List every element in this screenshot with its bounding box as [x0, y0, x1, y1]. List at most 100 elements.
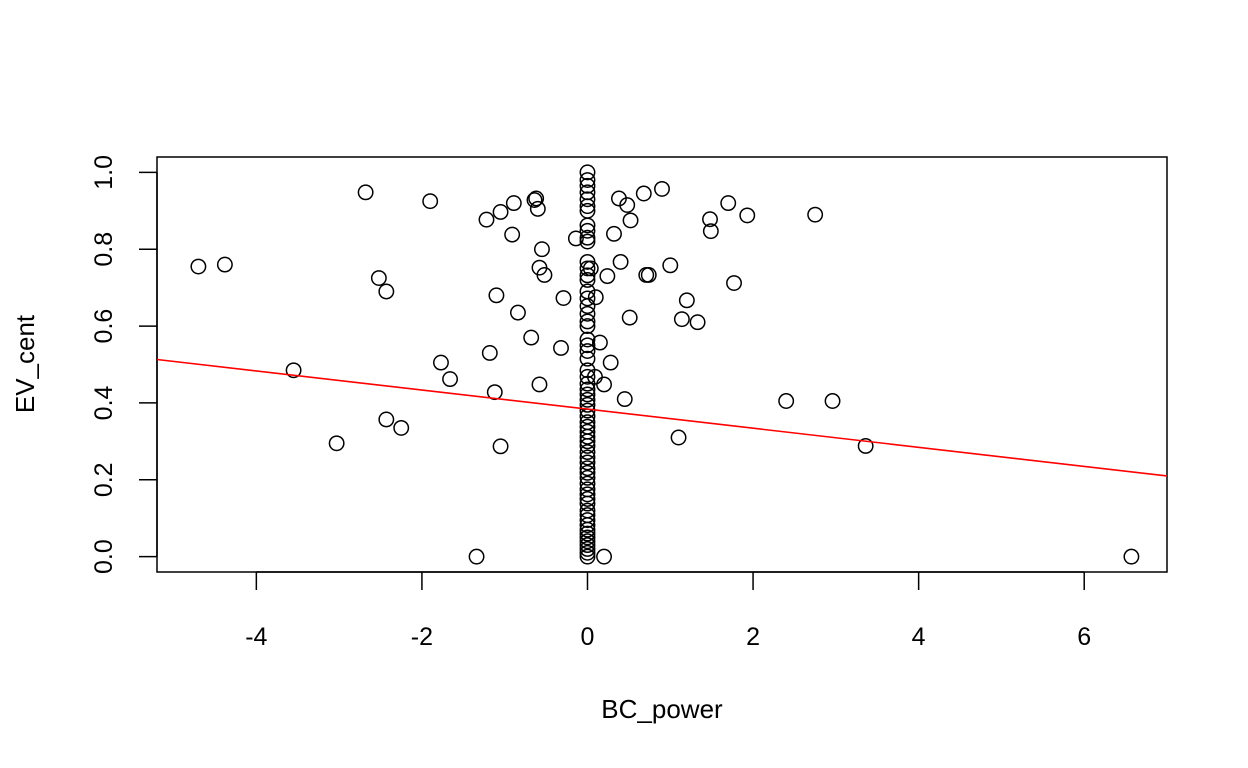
- data-point: [579, 164, 596, 181]
- data-point: [579, 305, 596, 322]
- data-point: [579, 381, 596, 398]
- data-point: [579, 172, 596, 189]
- x-tick-label: -2: [411, 623, 433, 651]
- data-point: [702, 223, 719, 240]
- data-point: [807, 206, 824, 223]
- data-point: [486, 384, 503, 401]
- data-point: [662, 257, 679, 274]
- data-point: [739, 207, 756, 224]
- data-point: [579, 460, 596, 477]
- data-point: [587, 289, 604, 306]
- regression-line-layer: [156, 358, 1168, 477]
- data-point: [824, 393, 841, 409]
- x-axis-title: BC_power: [601, 694, 723, 724]
- data-point: [523, 329, 540, 346]
- data-point: [778, 393, 795, 409]
- data-point: [526, 192, 543, 208]
- y-tick-label: 0.4: [90, 385, 118, 420]
- data-point: [591, 334, 608, 351]
- data-point: [285, 362, 302, 379]
- data-point: [579, 495, 596, 512]
- data-point: [468, 548, 485, 565]
- data-point: [579, 375, 596, 392]
- regression-line: [156, 358, 1168, 477]
- data-point: [579, 368, 596, 385]
- data-point: [596, 548, 612, 565]
- data-point: [640, 267, 657, 283]
- x-tick-label: -4: [245, 623, 267, 651]
- data-point: [510, 304, 526, 321]
- x-tick-label: 2: [746, 623, 760, 651]
- data-point: [602, 354, 619, 371]
- data-point: [190, 258, 207, 275]
- data-point: [579, 362, 596, 379]
- data-point: [504, 226, 521, 243]
- y-tick-label: 0.8: [90, 232, 118, 267]
- data-point: [531, 376, 548, 393]
- data-point: [579, 529, 596, 546]
- data-point: [579, 544, 596, 561]
- data-point: [612, 253, 629, 270]
- data-point: [579, 396, 596, 413]
- x-tick-label: 6: [1077, 623, 1091, 651]
- data-point: [579, 438, 596, 454]
- y-axis-title: EV_cent: [10, 314, 40, 413]
- data-point: [579, 512, 596, 529]
- data-point: [579, 533, 596, 550]
- data-point: [619, 197, 636, 213]
- data-points: [190, 164, 1140, 565]
- data-point: [442, 371, 459, 388]
- data-point: [567, 230, 584, 247]
- data-point: [635, 185, 652, 202]
- data-point: [579, 548, 596, 565]
- data-point: [702, 211, 718, 228]
- data-point: [579, 191, 596, 208]
- data-point: [422, 193, 439, 210]
- data-point: [579, 313, 596, 330]
- data-point: [433, 354, 449, 371]
- y-tick-label: 0.2: [90, 462, 118, 497]
- data-point: [579, 267, 596, 284]
- data-point: [492, 438, 509, 455]
- data-point: [555, 290, 572, 306]
- data-point: [534, 241, 550, 258]
- data-point: [1123, 548, 1140, 565]
- data-point: [553, 340, 569, 356]
- data-point: [536, 267, 553, 283]
- data-point: [579, 525, 596, 542]
- data-point: [579, 272, 596, 288]
- data-point: [481, 345, 498, 361]
- data-point: [579, 428, 596, 445]
- x-axis: -4 -2 0 2 4 6: [245, 571, 1091, 651]
- data-point: [393, 419, 410, 436]
- data-point: [579, 464, 596, 481]
- data-point: [579, 260, 596, 277]
- data-point: [378, 283, 395, 300]
- data-point: [579, 318, 596, 335]
- data-point: [579, 350, 596, 367]
- data-point: [670, 429, 687, 446]
- data-point: [328, 435, 345, 452]
- data-point: [579, 343, 596, 360]
- data-point: [579, 253, 596, 270]
- data-point: [579, 290, 596, 307]
- data-point: [579, 217, 596, 234]
- data-point: [579, 444, 596, 461]
- data-point: [720, 195, 737, 212]
- data-point: [478, 211, 495, 228]
- data-point: [579, 386, 596, 403]
- data-point: [579, 449, 596, 466]
- data-point: [579, 454, 596, 471]
- y-axis: 0.0 0.2 0.4 0.6 0.8 1.0: [90, 155, 158, 574]
- y-tick-label: 0.0: [90, 539, 118, 574]
- data-point: [579, 469, 596, 486]
- x-tick-label: 4: [912, 623, 926, 651]
- data-point: [579, 540, 596, 557]
- data-point: [579, 198, 596, 215]
- data-point: [505, 195, 522, 212]
- data-point: [579, 486, 596, 503]
- data-point: [579, 233, 596, 250]
- data-point: [370, 270, 387, 286]
